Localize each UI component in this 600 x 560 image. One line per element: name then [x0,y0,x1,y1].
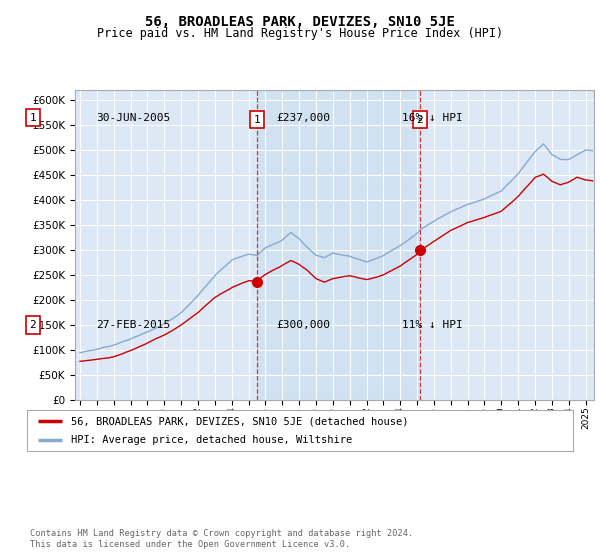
Text: 1: 1 [29,113,37,123]
Text: 2: 2 [29,320,37,330]
Text: HPI: Average price, detached house, Wiltshire: HPI: Average price, detached house, Wilt… [71,435,352,445]
Text: 1: 1 [254,115,260,125]
Text: 2: 2 [416,115,424,125]
Text: Contains HM Land Registry data © Crown copyright and database right 2024.
This d: Contains HM Land Registry data © Crown c… [30,529,413,549]
Text: 56, BROADLEAS PARK, DEVIZES, SN10 5JE: 56, BROADLEAS PARK, DEVIZES, SN10 5JE [145,15,455,29]
Text: 11% ↓ HPI: 11% ↓ HPI [402,320,463,330]
Text: 30-JUN-2005: 30-JUN-2005 [96,113,170,123]
Text: £300,000: £300,000 [276,320,330,330]
Text: 56, BROADLEAS PARK, DEVIZES, SN10 5JE (detached house): 56, BROADLEAS PARK, DEVIZES, SN10 5JE (d… [71,417,408,426]
Text: 16% ↓ HPI: 16% ↓ HPI [402,113,463,123]
Text: £237,000: £237,000 [276,113,330,123]
Text: 27-FEB-2015: 27-FEB-2015 [96,320,170,330]
Text: Price paid vs. HM Land Registry's House Price Index (HPI): Price paid vs. HM Land Registry's House … [97,27,503,40]
Bar [257,90,420,400]
